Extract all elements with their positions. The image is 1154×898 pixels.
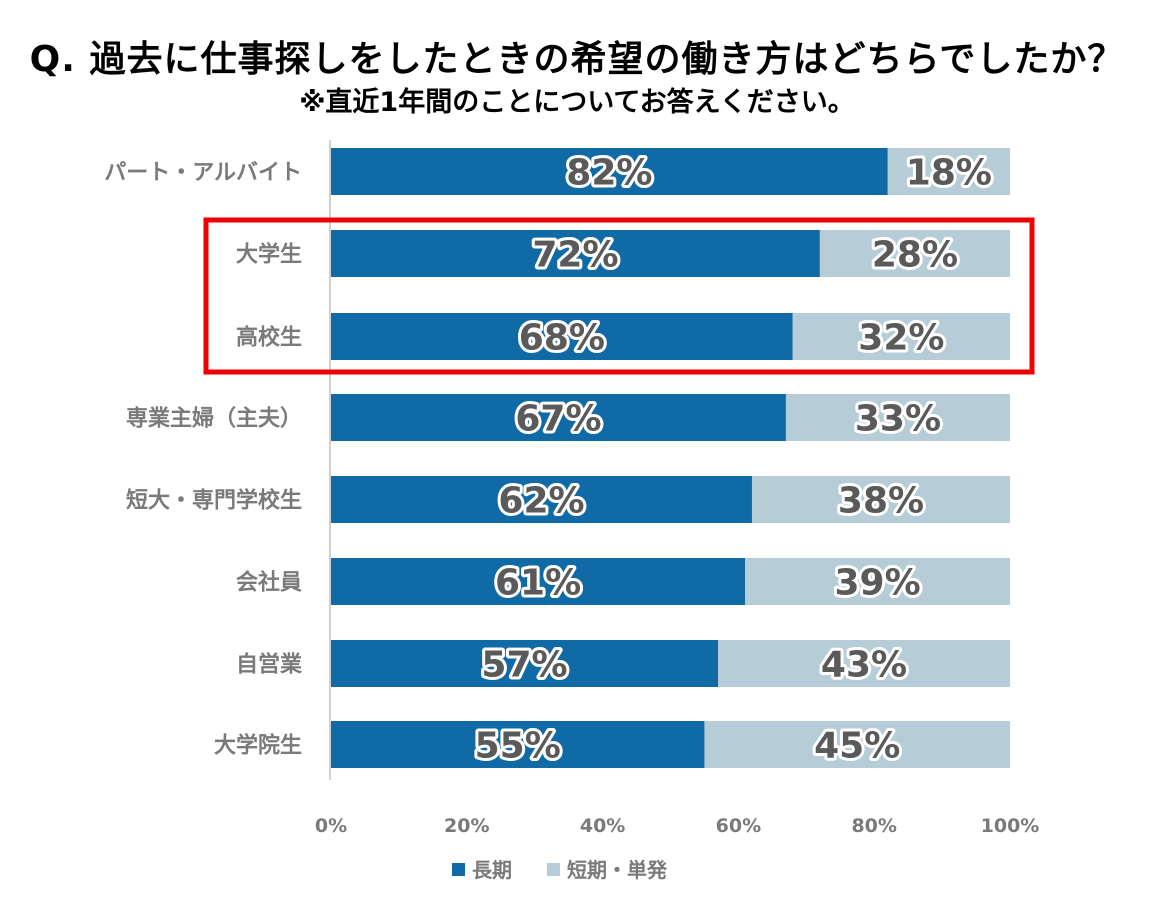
- legend-swatch-short: [547, 863, 560, 876]
- category-label: パート・アルバイト: [104, 161, 302, 186]
- data-label: 38%: [838, 481, 924, 522]
- bar-long: [331, 148, 888, 195]
- category-label: 専業主婦（主夫）: [126, 406, 302, 432]
- bar-short: [718, 640, 1010, 687]
- data-label: 72%: [532, 235, 618, 276]
- data-label: 68%: [519, 318, 605, 359]
- category-label: 会社員: [236, 570, 302, 596]
- bar-short: [704, 721, 1010, 768]
- bar-long: [331, 558, 746, 605]
- bar-short: [751, 476, 1010, 523]
- category-label: 高校生: [236, 325, 302, 351]
- bar-long: [331, 721, 705, 768]
- bar-long: [331, 230, 820, 277]
- bar-short: [819, 230, 1010, 277]
- data-label: 62%: [498, 481, 584, 522]
- data-label: 43%: [821, 645, 907, 686]
- data-label: 32%: [858, 318, 944, 359]
- data-label: 55%: [475, 726, 561, 767]
- x-tick-label: 100%: [981, 815, 1040, 837]
- data-label: 45%: [814, 726, 900, 767]
- data-label: 33%: [855, 399, 941, 440]
- legend-swatch-long: [452, 863, 465, 876]
- bar-long: [331, 640, 719, 687]
- bar-short: [792, 313, 1010, 360]
- data-label: 67%: [515, 399, 601, 440]
- data-label: 28%: [872, 235, 958, 276]
- data-label: 82%: [566, 153, 652, 194]
- x-tick-label: 20%: [444, 815, 489, 837]
- legend-label: 長期: [472, 858, 512, 882]
- bar-short: [745, 558, 1010, 605]
- x-tick-label: 40%: [580, 815, 625, 837]
- chart-title: Q. 過去に仕事探しをしたときの希望の働き方はどちらでしたか？: [29, 39, 1125, 80]
- category-label: 大学院生: [214, 733, 302, 759]
- bar-long: [331, 313, 793, 360]
- data-label: 57%: [481, 645, 567, 686]
- data-label: 39%: [835, 563, 921, 604]
- x-tick-label: 60%: [716, 815, 761, 837]
- x-tick-label: 0%: [315, 815, 347, 837]
- bar-short: [785, 394, 1010, 441]
- category-label: 短大・専門学校生: [126, 488, 302, 514]
- category-label: 大学生: [236, 242, 302, 268]
- category-label: 自営業: [236, 652, 303, 678]
- bar-long: [331, 476, 752, 523]
- bar-long: [331, 394, 786, 441]
- chart-subtitle: ※直近1年間のことについてお答えください。: [299, 87, 855, 118]
- data-label: 18%: [906, 153, 992, 194]
- highlight-box: [203, 217, 1035, 375]
- x-tick-label: 80%: [851, 815, 896, 837]
- legend-label: 短期・単発: [567, 858, 668, 882]
- bar-short: [887, 148, 1010, 195]
- data-label: 61%: [495, 563, 581, 604]
